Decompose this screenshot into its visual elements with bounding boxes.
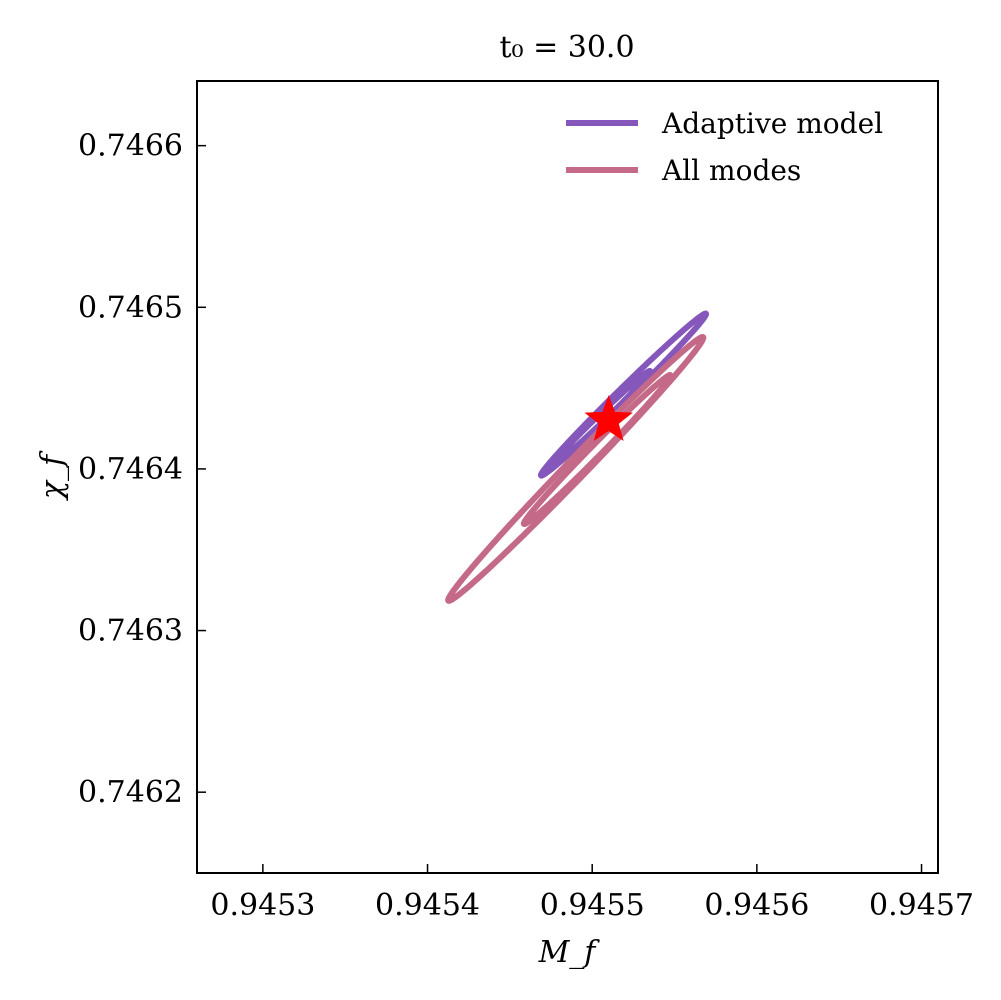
legend-label: Adaptive model [661,107,883,140]
axis-ticks: 0.9453 0.9454 0.9455 0.9456 0.9457 0.7462 0.74… [78,129,974,923]
axes-frame [196,80,939,874]
contour-adaptive-model [537,310,710,479]
plot-area [445,310,710,604]
y-tick-label: 0.7465 [78,290,183,325]
x-tick-label: 0.9454 [375,888,480,923]
chart-title: t₀ = 30.0 [499,30,634,65]
contour-adaptive-model [551,367,654,467]
y-tick-label: 0.7462 [78,775,183,810]
contour-all-modes [520,372,674,528]
legend: Adaptive model All modes [566,107,883,187]
y-tick-label: 0.7464 [78,452,183,487]
legend-label: All modes [661,154,801,187]
truth-star-marker [584,394,633,442]
y-tick-label: 0.7463 [78,614,183,649]
x-tick-label: 0.9457 [869,888,974,923]
x-tick-label: 0.9453 [210,888,315,923]
x-axis-label: M_f [538,935,601,970]
y-axis-label: χ_f [35,450,70,501]
x-tick-label: 0.9456 [704,888,809,923]
x-tick-label: 0.9455 [540,888,645,923]
y-tick-label: 0.7466 [78,129,183,164]
